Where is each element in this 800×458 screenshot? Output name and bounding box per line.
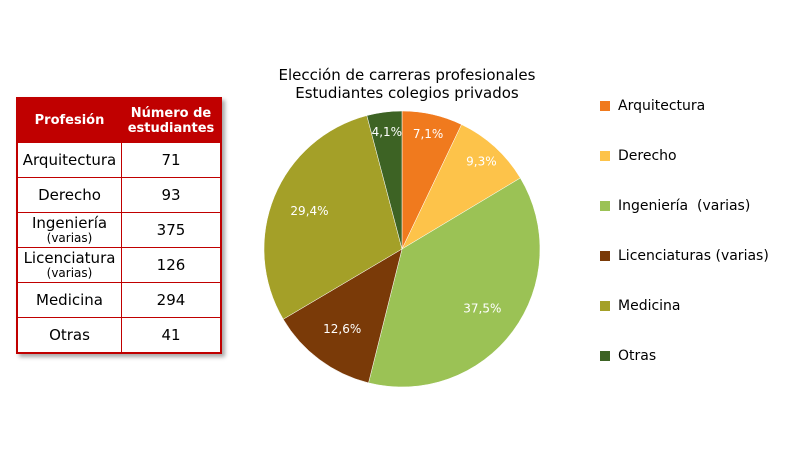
legend-item: Otras <box>600 348 656 364</box>
legend-item: Licenciaturas (varias) <box>600 248 769 264</box>
row-profesion-sub: (varias) <box>46 231 93 245</box>
legend-swatch <box>600 201 610 211</box>
row-profesion-cell: Derecho <box>16 177 122 213</box>
slice-label: 12,6% <box>323 322 361 336</box>
legend-swatch <box>600 301 610 311</box>
table-row: Arquitectura 71 <box>16 142 222 178</box>
row-profesion-cell: Medicina <box>16 282 122 318</box>
slice-label: 4,1% <box>372 125 403 139</box>
row-value: 126 <box>121 247 222 283</box>
row-value: 93 <box>121 177 222 213</box>
chart-title-block: Elección de carreras profesionales Estud… <box>262 66 552 102</box>
data-table: Profesión Número de estudiantes Arquitec… <box>16 97 222 354</box>
row-profesion-cell: Licenciatura (varias) <box>16 247 122 283</box>
row-value: 71 <box>121 142 222 178</box>
pie-slice <box>401 124 521 250</box>
legend-item: Ingeniería (varias) <box>600 198 750 214</box>
row-value: 294 <box>121 282 222 318</box>
legend-item: Derecho <box>600 148 677 164</box>
pie-slice <box>263 115 403 320</box>
legend-label: Medicina <box>618 298 681 314</box>
row-profesion-cell: Otras <box>16 317 122 354</box>
row-profesion-cell: Ingeniería (varias) <box>16 212 122 248</box>
pie-slice <box>366 110 403 250</box>
table-row: Otras 41 <box>16 317 222 354</box>
header-profesion: Profesión <box>16 97 122 143</box>
pie-slice <box>282 248 403 384</box>
legend-label: Otras <box>618 348 657 364</box>
row-profesion: Otras <box>49 325 90 344</box>
table-header-row: Profesión Número de estudiantes <box>16 97 222 143</box>
legend-swatch <box>600 351 610 361</box>
chart-subtitle: Estudiantes colegios privados <box>295 84 519 102</box>
row-profesion: Arquitectura <box>22 150 117 169</box>
row-profesion-sub: (varias) <box>46 266 93 280</box>
table-row: Licenciatura (varias) 126 <box>16 247 222 283</box>
row-profesion: Ingeniería <box>31 214 108 232</box>
legend-item: Medicina <box>600 298 681 314</box>
row-value: 375 <box>121 212 222 248</box>
legend-label: Arquitectura <box>618 98 706 114</box>
legend-label: Ingeniería (varias) <box>618 198 751 214</box>
pie-slice <box>368 177 541 388</box>
row-profesion: Medicina <box>36 290 103 309</box>
slice-label: 29,4% <box>290 204 328 218</box>
row-profesion: Licenciatura <box>23 249 116 267</box>
row-value: 41 <box>121 317 222 354</box>
legend-label: Licenciaturas (varias) <box>618 248 769 264</box>
legend-swatch <box>600 101 610 111</box>
table-row: Ingeniería (varias) 375 <box>16 212 222 248</box>
table-row: Derecho 93 <box>16 177 222 213</box>
legend-swatch <box>600 151 610 161</box>
table-row: Medicina 294 <box>16 282 222 318</box>
legend-swatch <box>600 251 610 261</box>
row-profesion-cell: Arquitectura <box>16 142 122 178</box>
slice-label: 9,3% <box>466 155 497 169</box>
row-profesion: Derecho <box>38 185 101 204</box>
slice-label: 7,1% <box>413 127 444 141</box>
legend-label: Derecho <box>618 148 677 164</box>
header-numero: Número de estudiantes <box>121 97 222 143</box>
slice-label: 37,5% <box>463 302 501 316</box>
legend-item: Arquitectura <box>600 98 705 114</box>
chart-title: Elección de carreras profesionales <box>278 66 536 84</box>
pie-chart: 7,1% 9,3% 37,5% 12,6% 29,4% 4,1% <box>263 110 541 388</box>
